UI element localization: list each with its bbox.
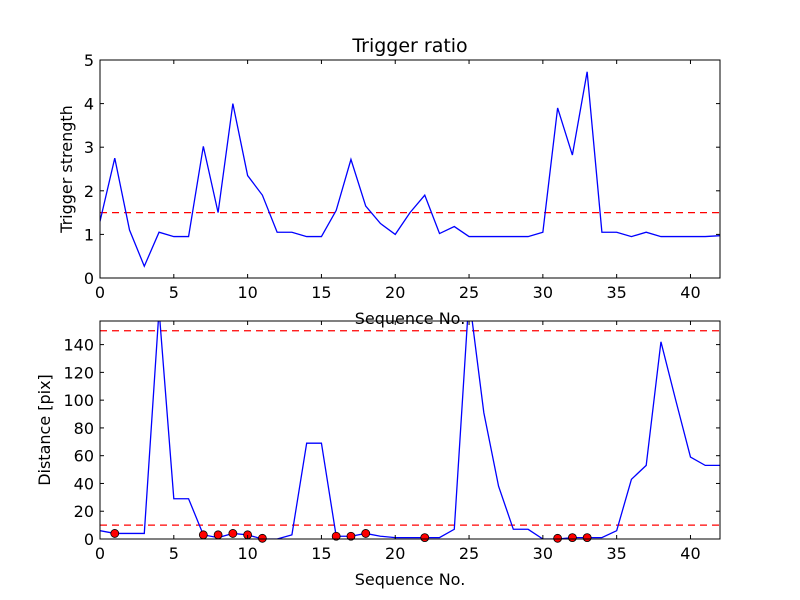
bottom-y-tick-label: 20 [74, 502, 94, 521]
bottom-y-tick-label: 120 [63, 363, 94, 382]
bottom-x-tick-label: 35 [606, 544, 626, 563]
top-y-tick-label: 4 [84, 95, 94, 114]
top-x-axis-title: Sequence No. [355, 309, 466, 328]
bottom-marker-point [257, 533, 267, 543]
bottom-marker-point [582, 533, 592, 543]
top-x-tick-label: 25 [459, 283, 479, 302]
bottom-marker-point [331, 531, 341, 541]
bottom-marker-point [213, 530, 223, 540]
bottom-marker-point [198, 530, 208, 540]
bottom-y-axis-title: Distance [pix] [35, 374, 54, 486]
bottom-marker-point [228, 529, 238, 538]
bottom-y-tick-label: 0 [84, 530, 94, 549]
bottom-marker-point [420, 533, 430, 543]
top-y-tick-label: 5 [84, 51, 94, 70]
bottom-y-tick-label: 140 [63, 336, 94, 355]
distance-panel: 0 5 10 15 20 25 30 35 40 0 20 40 60 80 100 120 140 Sequen… [35, 320, 721, 589]
top-x-tick-label: 0 [95, 283, 105, 302]
top-x-tick-label: 10 [237, 283, 257, 302]
top-axes-frame [99, 59, 721, 279]
top-chart-title: Trigger ratio [351, 35, 467, 57]
bottom-y-tick-label: 100 [63, 391, 94, 410]
top-x-tick-label: 20 [385, 283, 405, 302]
top-x-tick-label: 35 [606, 283, 626, 302]
bottom-marker-point [361, 529, 371, 538]
bottom-x-tick-label: 0 [95, 544, 105, 563]
bottom-series-line-0 [100, 321, 720, 539]
top-y-axis-title: Trigger strength [57, 105, 76, 234]
bottom-marker-point [567, 533, 577, 543]
bottom-marker-point [346, 531, 356, 541]
top-y-tick-label: 1 [84, 225, 94, 244]
top-y-tick-label: 3 [84, 138, 94, 157]
bottom-x-tick-label: 25 [459, 544, 479, 563]
bottom-x-tick-label: 10 [237, 544, 257, 563]
bottom-x-tick-label: 40 [680, 544, 700, 563]
top-series-line-0 [100, 71, 720, 268]
bottom-axes-frame [99, 320, 721, 540]
bottom-x-axis-title: Sequence No. [355, 570, 466, 589]
bottom-y-tick-label: 40 [74, 474, 94, 493]
bottom-marker-point [553, 533, 563, 543]
top-x-tick-label: 5 [169, 283, 179, 302]
bottom-x-tick-label: 30 [533, 544, 553, 563]
bottom-y-tick-label: 60 [74, 447, 94, 466]
top-y-tick-label: 0 [84, 269, 94, 288]
bottom-x-tick-label: 5 [169, 544, 179, 563]
top-x-tick-label: 40 [680, 283, 700, 302]
bottom-marker-point [110, 529, 120, 538]
top-y-tick-label: 2 [84, 182, 94, 201]
bottom-x-tick-label: 15 [311, 544, 331, 563]
top-x-tick-label: 30 [533, 283, 553, 302]
top-x-tick-label: 15 [311, 283, 331, 302]
trigger-ratio-panel: 0 5 10 15 20 25 30 35 40 0 1 2 3 4 5 Sequence No. Trigge… [57, 35, 721, 328]
bottom-x-tick-label: 20 [385, 544, 405, 563]
bottom-y-tick-label: 80 [74, 419, 94, 438]
